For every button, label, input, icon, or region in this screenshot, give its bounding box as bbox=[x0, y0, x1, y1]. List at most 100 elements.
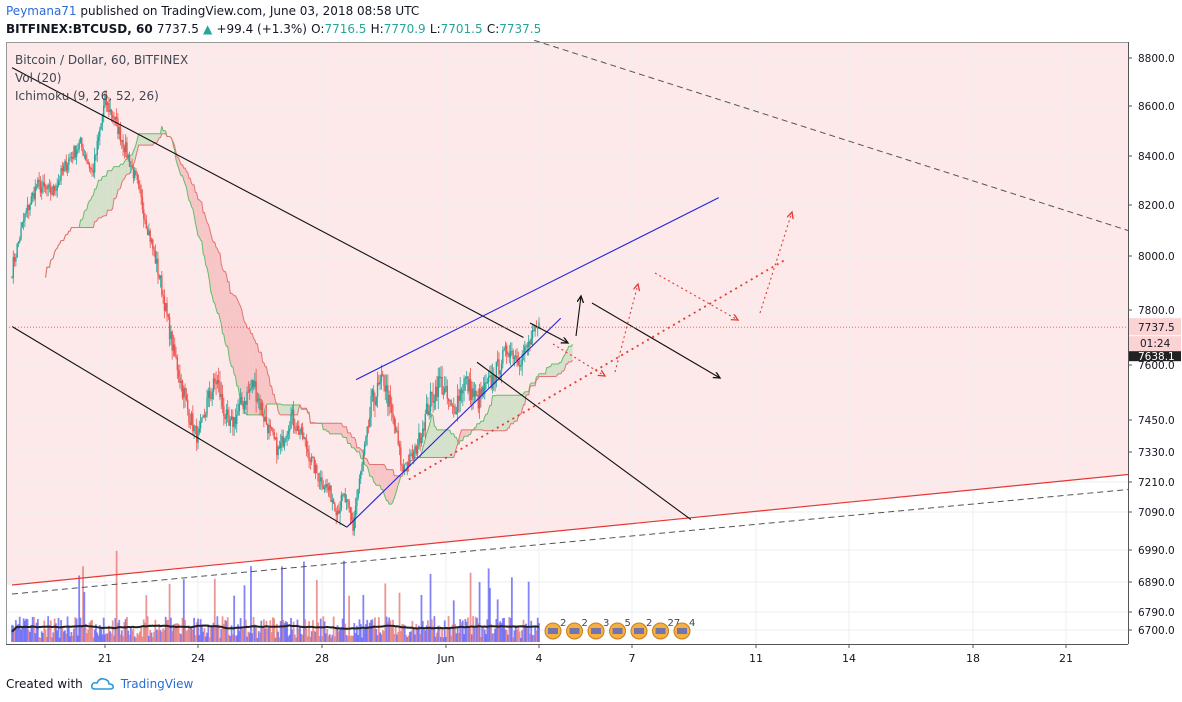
candle-body bbox=[260, 402, 262, 411]
volume-bar bbox=[438, 625, 441, 642]
volume-bar bbox=[437, 625, 440, 642]
volume-bar bbox=[262, 619, 265, 642]
candle-body bbox=[115, 116, 118, 120]
candle-body bbox=[65, 161, 67, 171]
volume-bar bbox=[490, 624, 493, 642]
volume-bar bbox=[247, 631, 250, 642]
volume-bar bbox=[513, 630, 516, 642]
volume-bar bbox=[402, 624, 405, 642]
low-value: 7701.5 bbox=[440, 22, 483, 36]
cloud-segment bbox=[327, 423, 329, 432]
volume-bar bbox=[150, 632, 153, 642]
volume-bar bbox=[79, 617, 82, 642]
volume-bar bbox=[394, 625, 397, 642]
cloud-segment bbox=[360, 449, 363, 459]
volume-bar bbox=[92, 637, 95, 642]
candle-body bbox=[467, 376, 469, 392]
cloud-segment bbox=[544, 373, 546, 377]
candle-body bbox=[370, 396, 372, 418]
volume-bar bbox=[284, 621, 287, 642]
candle-body bbox=[31, 193, 34, 197]
volume-bar bbox=[73, 628, 75, 642]
candle-body bbox=[149, 230, 151, 243]
candle-body bbox=[201, 417, 203, 422]
candle-body bbox=[374, 401, 376, 405]
candle-body bbox=[367, 426, 370, 428]
candle-body bbox=[186, 399, 189, 410]
tradingview-link[interactable]: TradingView bbox=[120, 677, 194, 691]
cloud-segment bbox=[296, 405, 298, 415]
volume-bar bbox=[389, 620, 392, 642]
candle-body bbox=[480, 388, 482, 397]
volume-bar bbox=[361, 637, 363, 642]
cloud-segment bbox=[570, 346, 572, 362]
volume-bar bbox=[463, 634, 465, 642]
volume-bar bbox=[76, 635, 79, 642]
candle-body bbox=[104, 94, 106, 106]
price-tick-label: 8600.0 bbox=[1138, 101, 1175, 113]
candle-body bbox=[405, 470, 407, 472]
cloud-segment bbox=[288, 405, 290, 415]
cloud-segment bbox=[382, 464, 384, 494]
candle-body bbox=[496, 359, 499, 362]
flag-stripe-icon bbox=[655, 628, 666, 634]
cloud-segment bbox=[226, 274, 228, 347]
cloud-segment bbox=[272, 394, 275, 405]
cloud-segment bbox=[232, 294, 235, 375]
volume-bar bbox=[206, 632, 208, 642]
candle-body bbox=[229, 420, 231, 426]
cloud-segment bbox=[267, 374, 270, 405]
candle-body bbox=[450, 400, 452, 406]
volume-bar bbox=[355, 625, 358, 642]
candle-body bbox=[208, 390, 211, 399]
volume-bar bbox=[200, 626, 203, 642]
candle-body bbox=[278, 446, 281, 449]
high-label: H: bbox=[370, 22, 384, 36]
cloud-segment bbox=[478, 423, 480, 430]
candle-body bbox=[11, 277, 13, 279]
volume-bar bbox=[114, 618, 117, 642]
volume-bar bbox=[312, 620, 314, 642]
candle-body bbox=[97, 136, 100, 141]
candle-body bbox=[347, 499, 349, 502]
volume-bar bbox=[348, 595, 351, 642]
volume-bar bbox=[277, 631, 279, 642]
candle-body bbox=[372, 389, 375, 402]
volume-bar bbox=[274, 637, 277, 642]
close-label: C: bbox=[486, 22, 500, 36]
candle-body bbox=[502, 350, 504, 364]
candle-body bbox=[91, 168, 93, 171]
candle-body bbox=[290, 414, 292, 429]
candle-body bbox=[481, 387, 483, 397]
cloud-segment bbox=[396, 475, 399, 490]
volume-bar bbox=[464, 619, 467, 642]
cloud-segment bbox=[466, 429, 468, 437]
cloud-segment bbox=[92, 195, 94, 228]
candle-body bbox=[415, 445, 417, 454]
volume-bar bbox=[300, 633, 303, 642]
volume-bar bbox=[39, 637, 42, 642]
candle-body bbox=[140, 189, 142, 198]
cloud-segment bbox=[562, 356, 564, 372]
candle-body bbox=[145, 220, 148, 229]
cloud-segment bbox=[486, 414, 488, 431]
candle-body bbox=[38, 179, 40, 182]
candle-body bbox=[150, 239, 153, 243]
candle-body bbox=[62, 166, 65, 172]
candle-body bbox=[165, 303, 167, 311]
candle-body bbox=[285, 438, 287, 442]
volume-bar bbox=[217, 624, 220, 642]
author-link[interactable]: Peymana71 bbox=[6, 4, 77, 18]
cloud-segment bbox=[338, 423, 341, 434]
volume-bar bbox=[396, 634, 398, 642]
candle-body bbox=[361, 464, 363, 472]
cloud-segment bbox=[85, 209, 87, 228]
candle-body bbox=[61, 168, 64, 172]
price-chart[interactable]: 2 2 3 5 2 27 4 8800.0 8600.0 8400.0 8200.0 8000.0 7… bbox=[0, 40, 1182, 670]
legend-ichimoku: Ichimoku (9, 26, 52, 26) bbox=[15, 89, 159, 103]
volume-bar bbox=[446, 626, 449, 642]
volume-bar bbox=[45, 636, 48, 642]
cloud-segment bbox=[502, 395, 505, 431]
volume-bar bbox=[439, 636, 442, 642]
cloud-segment bbox=[198, 199, 200, 237]
